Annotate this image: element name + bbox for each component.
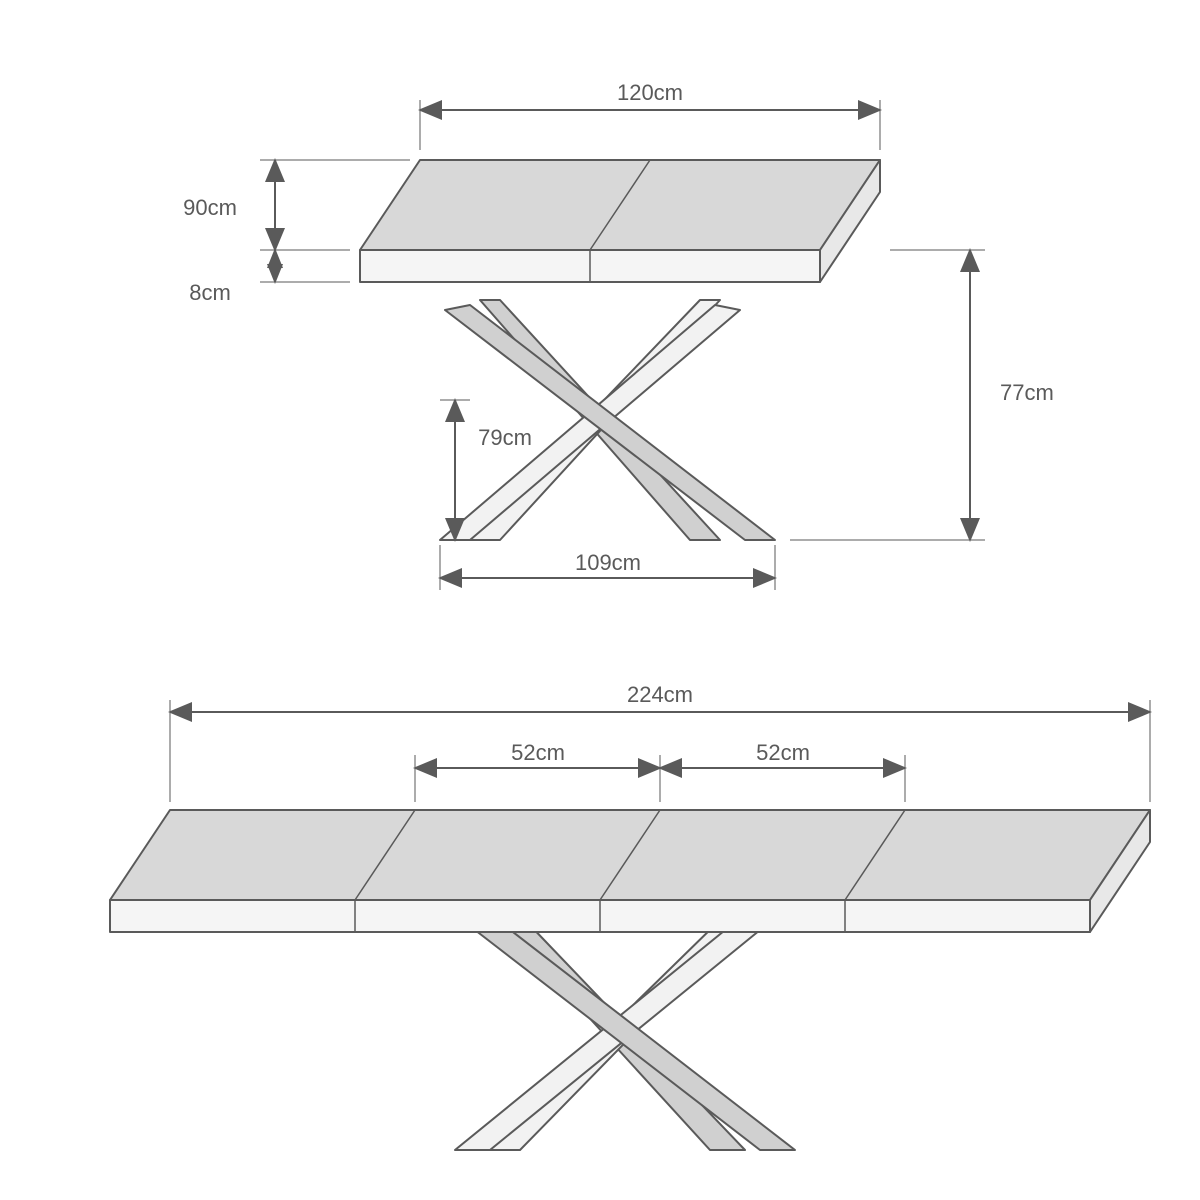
label-leaf-right: 52cm — [756, 740, 810, 765]
dim-leaf-right: 52cm — [660, 740, 905, 802]
dim-base-width: 109cm — [440, 545, 775, 590]
top-view: 120cm 90cm 8cm 77cm 79cm — [183, 80, 1054, 590]
label-base-width: 109cm — [575, 550, 641, 575]
label-depth: 90cm — [183, 195, 237, 220]
label-leaf-left: 52cm — [511, 740, 565, 765]
label-height: 77cm — [1000, 380, 1054, 405]
dim-thickness: 8cm — [189, 250, 350, 305]
label-top-width: 120cm — [617, 80, 683, 105]
bottom-view: 224cm 52cm 52cm — [110, 682, 1150, 1150]
dim-top-width: 120cm — [420, 80, 880, 150]
label-total-width: 224cm — [627, 682, 693, 707]
label-thickness: 8cm — [189, 280, 231, 305]
dimension-diagram: 120cm 90cm 8cm 77cm 79cm — [0, 0, 1200, 1200]
dim-leaf-left: 52cm — [415, 740, 660, 802]
label-leg-inner: 79cm — [478, 425, 532, 450]
dim-height: 77cm — [790, 250, 1054, 540]
